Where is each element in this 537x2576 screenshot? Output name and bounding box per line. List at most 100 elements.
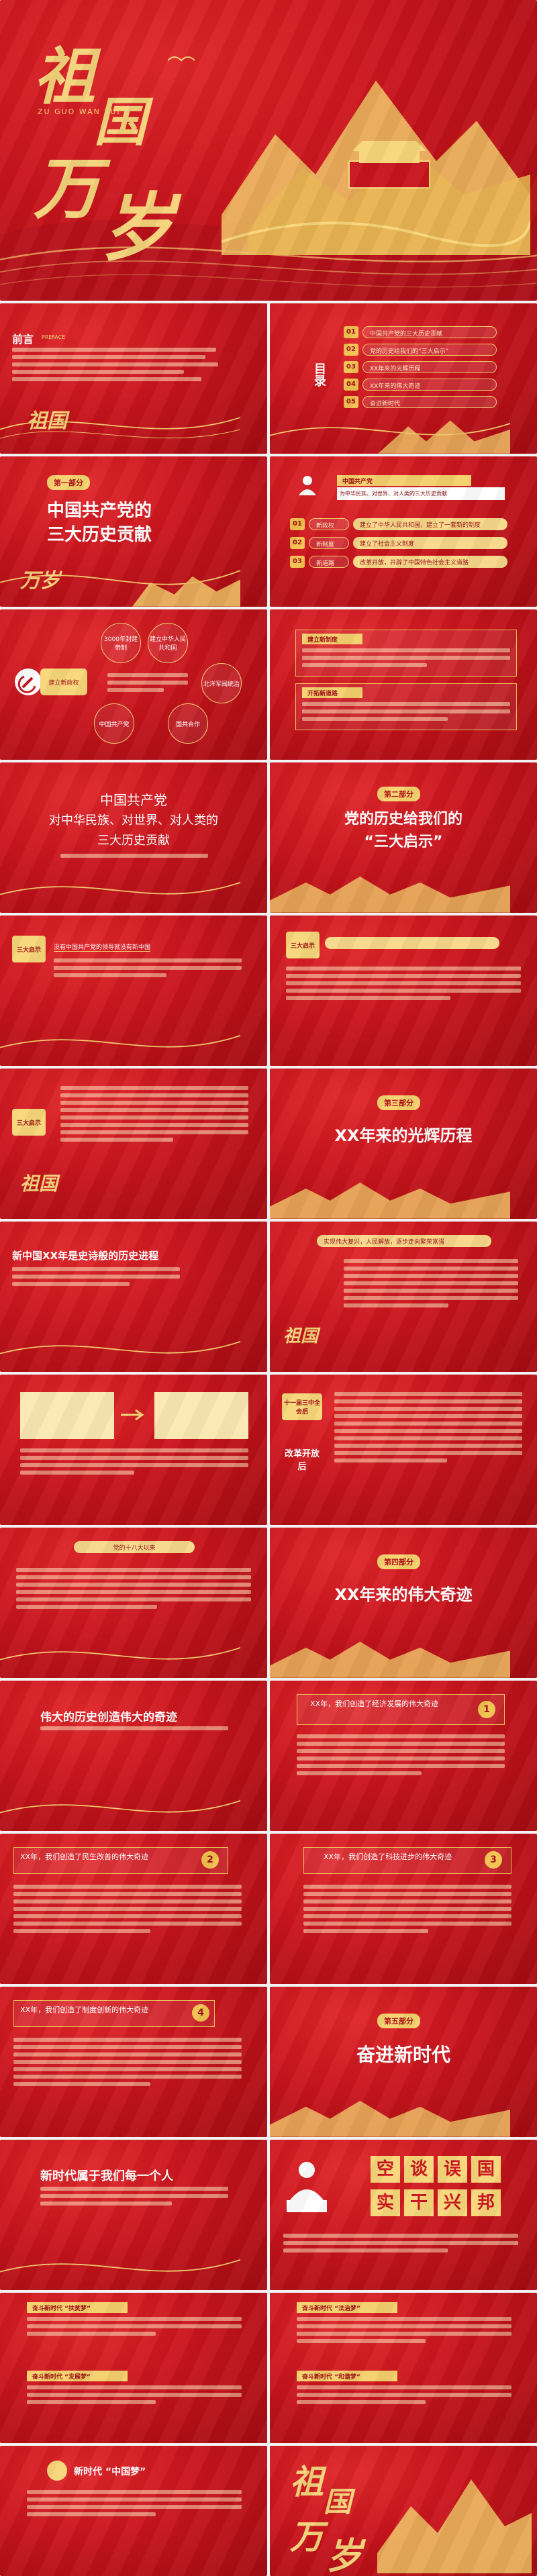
contrib-num-3: 03 <box>290 556 305 568</box>
history-detail-slide[interactable]: 实现伟大复兴，人民解放，逐步走向繁荣富强 祖国 <box>270 1222 537 1372</box>
contribution-line-1: 中国共产党 <box>100 792 167 808</box>
miracle-slide[interactable]: 伟大的历史创造伟大的奇迹 <box>0 1681 267 1831</box>
new-era-body <box>40 2187 228 2209</box>
livelihood-body <box>13 1885 242 1936</box>
toc-item-3[interactable]: XX年来的光辉历程 <box>362 361 497 373</box>
miracle-economy-slide[interactable]: XX年，我们创造了经济发展的伟大奇迹 1 <box>270 1681 537 1831</box>
history-detail-body <box>344 1259 518 1311</box>
dream-body-2 <box>27 2385 242 2408</box>
dream-body-3 <box>297 2317 511 2346</box>
new-era-waves <box>0 2259 241 2273</box>
inspiration-quote: 没有中国共产党的领导就没有新中国 <box>54 942 151 952</box>
tech-body <box>303 1885 511 1936</box>
system-card-text: XX年，我们创造了制度创新的伟大奇迹 <box>20 2005 149 2014</box>
reform-tag-1: 十一届三中全会后 <box>282 1393 322 1420</box>
part5-badge: 第五部分 <box>377 2014 420 2028</box>
dream-slide-1[interactable]: 奋斗新时代 “扶贫梦” 奋斗新时代 “发展梦” <box>0 2293 267 2443</box>
toc-item-5[interactable]: 奋进新时代 <box>362 396 497 408</box>
ending-slide[interactable]: 祖 国 万 岁 <box>270 2446 537 2576</box>
dream-body-1 <box>27 2317 242 2339</box>
slogan-slide[interactable]: 空 谈 误 国 实 干 兴 邦 <box>270 2140 537 2290</box>
reform-box-2 <box>154 1392 248 1439</box>
slogan-char-8: 邦 <box>471 2189 501 2216</box>
economy-num: 1 <box>478 1701 495 1718</box>
history-calli: 祖国 <box>283 1326 319 1346</box>
economy-body <box>297 1734 505 1779</box>
reform-box-1 <box>20 1392 114 1439</box>
history-slide[interactable]: 新中国XX年是史诗般的历史进程 <box>0 1222 267 1372</box>
inspiration-slide-3[interactable]: 三大启示 祖国 <box>0 1069 267 1219</box>
history-waves <box>0 1341 241 1354</box>
toc-waves <box>270 420 511 454</box>
cover-pinyin: ZU GUO WAN SUI <box>38 107 121 116</box>
reform-slide-1[interactable] <box>0 1375 267 1525</box>
dream-slide-2[interactable]: 奋斗新时代 “法治梦” 奋斗新时代 “和谐梦” <box>270 2293 537 2443</box>
cover-char-2: 国 <box>94 92 147 153</box>
reform-slide-2[interactable]: 十一届三中全会后 改革开放后 <box>270 1375 537 1525</box>
contribution-card-title: 中国共产党 <box>337 475 471 486</box>
part3-badge: 第三部分 <box>377 1095 420 1110</box>
preface-heading: 前言 <box>12 333 34 346</box>
miracle-waves <box>0 1800 241 1814</box>
inspiration-tag-3: 三大启示 <box>12 1109 46 1136</box>
contribution-slide[interactable]: 中国共产党 为中华民族、对世界、对人类的三大历史贡献 01 新政权 建立了中华人… <box>270 456 537 607</box>
new-system-slide[interactable]: 建立新制度 开拓新道路 <box>270 609 537 760</box>
part3-title: XX年来的光辉历程 <box>334 1126 473 1145</box>
miracle-tech-slide[interactable]: XX年，我们创造了科技进步的伟大奇迹 3 <box>270 1834 537 1984</box>
mountain-scene <box>222 81 530 255</box>
slogan-char-5: 实 <box>371 2189 400 2216</box>
contrib-text-1: 建立了中华人民共和国，建立了一套新的制度 <box>353 518 507 530</box>
slogan-char-7: 兴 <box>438 2189 467 2216</box>
circle-4: 中国共产党 <box>94 703 134 744</box>
toc-num-1: 01 <box>344 326 358 338</box>
congress-slide[interactable]: 党的十八大以来 <box>0 1528 267 1678</box>
inspiration-body <box>54 958 242 981</box>
toc-item-2[interactable]: 党的历史给我们的“三大启示” <box>362 344 497 356</box>
inspiration-body-2 <box>286 967 521 1003</box>
part5-slide[interactable]: 第五部分 奋进新时代 <box>270 1987 537 2137</box>
hammer-sickle-icon <box>17 675 36 693</box>
china-dream-slide[interactable]: 新时代 “中国梦” <box>0 2446 267 2576</box>
toc-label: 目录 <box>312 362 326 387</box>
contrib-label-2: 新制度 <box>309 537 349 549</box>
economy-card <box>297 1694 505 1725</box>
inspiration-slide-2[interactable]: 三大启示 <box>270 915 537 1066</box>
reform-body-2 <box>334 1392 522 1466</box>
part5-waves <box>270 2101 511 2137</box>
preface-body <box>12 348 227 385</box>
contribution-sub <box>60 854 208 861</box>
dream-head-2: 奋斗新时代 “发展梦” <box>27 2371 128 2381</box>
toc-item-1[interactable]: 中国共产党的三大历史贡献 <box>362 326 497 338</box>
part1-slide[interactable]: 第一部分 中国共产党的 三大历史贡献 万岁 <box>0 456 267 607</box>
circles-slide[interactable]: 建立新政权 3000年封建帝制 建立中华人民共和国 北洋军阀统治 国共合作 中国… <box>0 609 267 760</box>
toc-num-3: 03 <box>344 361 358 373</box>
contribution-title-slide[interactable]: 中国共产党 对中华民族、对世界、对人类的 三大历史贡献 <box>0 762 267 913</box>
history-body <box>12 1267 180 1289</box>
circle-3: 国共合作 <box>168 703 208 744</box>
inspiration-slide-1[interactable]: 三大启示 没有中国共产党的领导就没有新中国 <box>0 915 267 1066</box>
contribution-line-3: 三大历史贡献 <box>97 834 170 848</box>
contribution-card-text: 为中华民族、对世界、对人类的三大历史贡献 <box>337 487 505 500</box>
circles-center-text <box>107 673 188 695</box>
part3-slide[interactable]: 第三部分 XX年来的光辉历程 <box>270 1069 537 1219</box>
part3-waves <box>270 1183 511 1219</box>
miracle-livelihood-slide[interactable]: XX年，我们创造了民生改善的伟大奇迹 2 <box>0 1834 267 1984</box>
part2-slide[interactable]: 第二部分 党的历史给我们的 “三大启示” <box>270 762 537 913</box>
cover-slide[interactable]: 祖 国 万 岁 ZU GUO WAN SUI <box>0 0 537 301</box>
part4-slide[interactable]: 第四部分 XX年来的伟大奇迹 <box>270 1528 537 1678</box>
cover-char-4: 岁 <box>101 185 175 271</box>
inspiration-calli: 祖国 <box>20 1173 58 1195</box>
preface-slide[interactable]: 前言 PREFACE 祖国 <box>0 303 267 454</box>
miracle-system-slide[interactable]: XX年，我们创造了制度创新的伟大奇迹 4 <box>0 1987 267 2137</box>
dream-head-3: 奋斗新时代 “法治梦” <box>297 2302 397 2313</box>
toc-item-4[interactable]: XX年来的伟大奇迹 <box>362 379 497 391</box>
china-dream-head: 新时代 “中国梦” <box>74 2467 146 2477</box>
congress-waves <box>0 1647 241 1661</box>
part4-waves <box>270 1642 511 1678</box>
inspiration-waves-1 <box>0 1035 241 1048</box>
toc-slide[interactable]: 目录 01 中国共产党的三大历史贡献 02 党的历史给我们的“三大启示” 03 … <box>270 303 537 454</box>
livelihood-card <box>13 1847 228 1874</box>
slogan-char-1: 空 <box>371 2156 400 2183</box>
new-era-slide[interactable]: 新时代属于我们每一个人 <box>0 2140 267 2290</box>
preface-sub: PREFACE <box>42 334 66 340</box>
